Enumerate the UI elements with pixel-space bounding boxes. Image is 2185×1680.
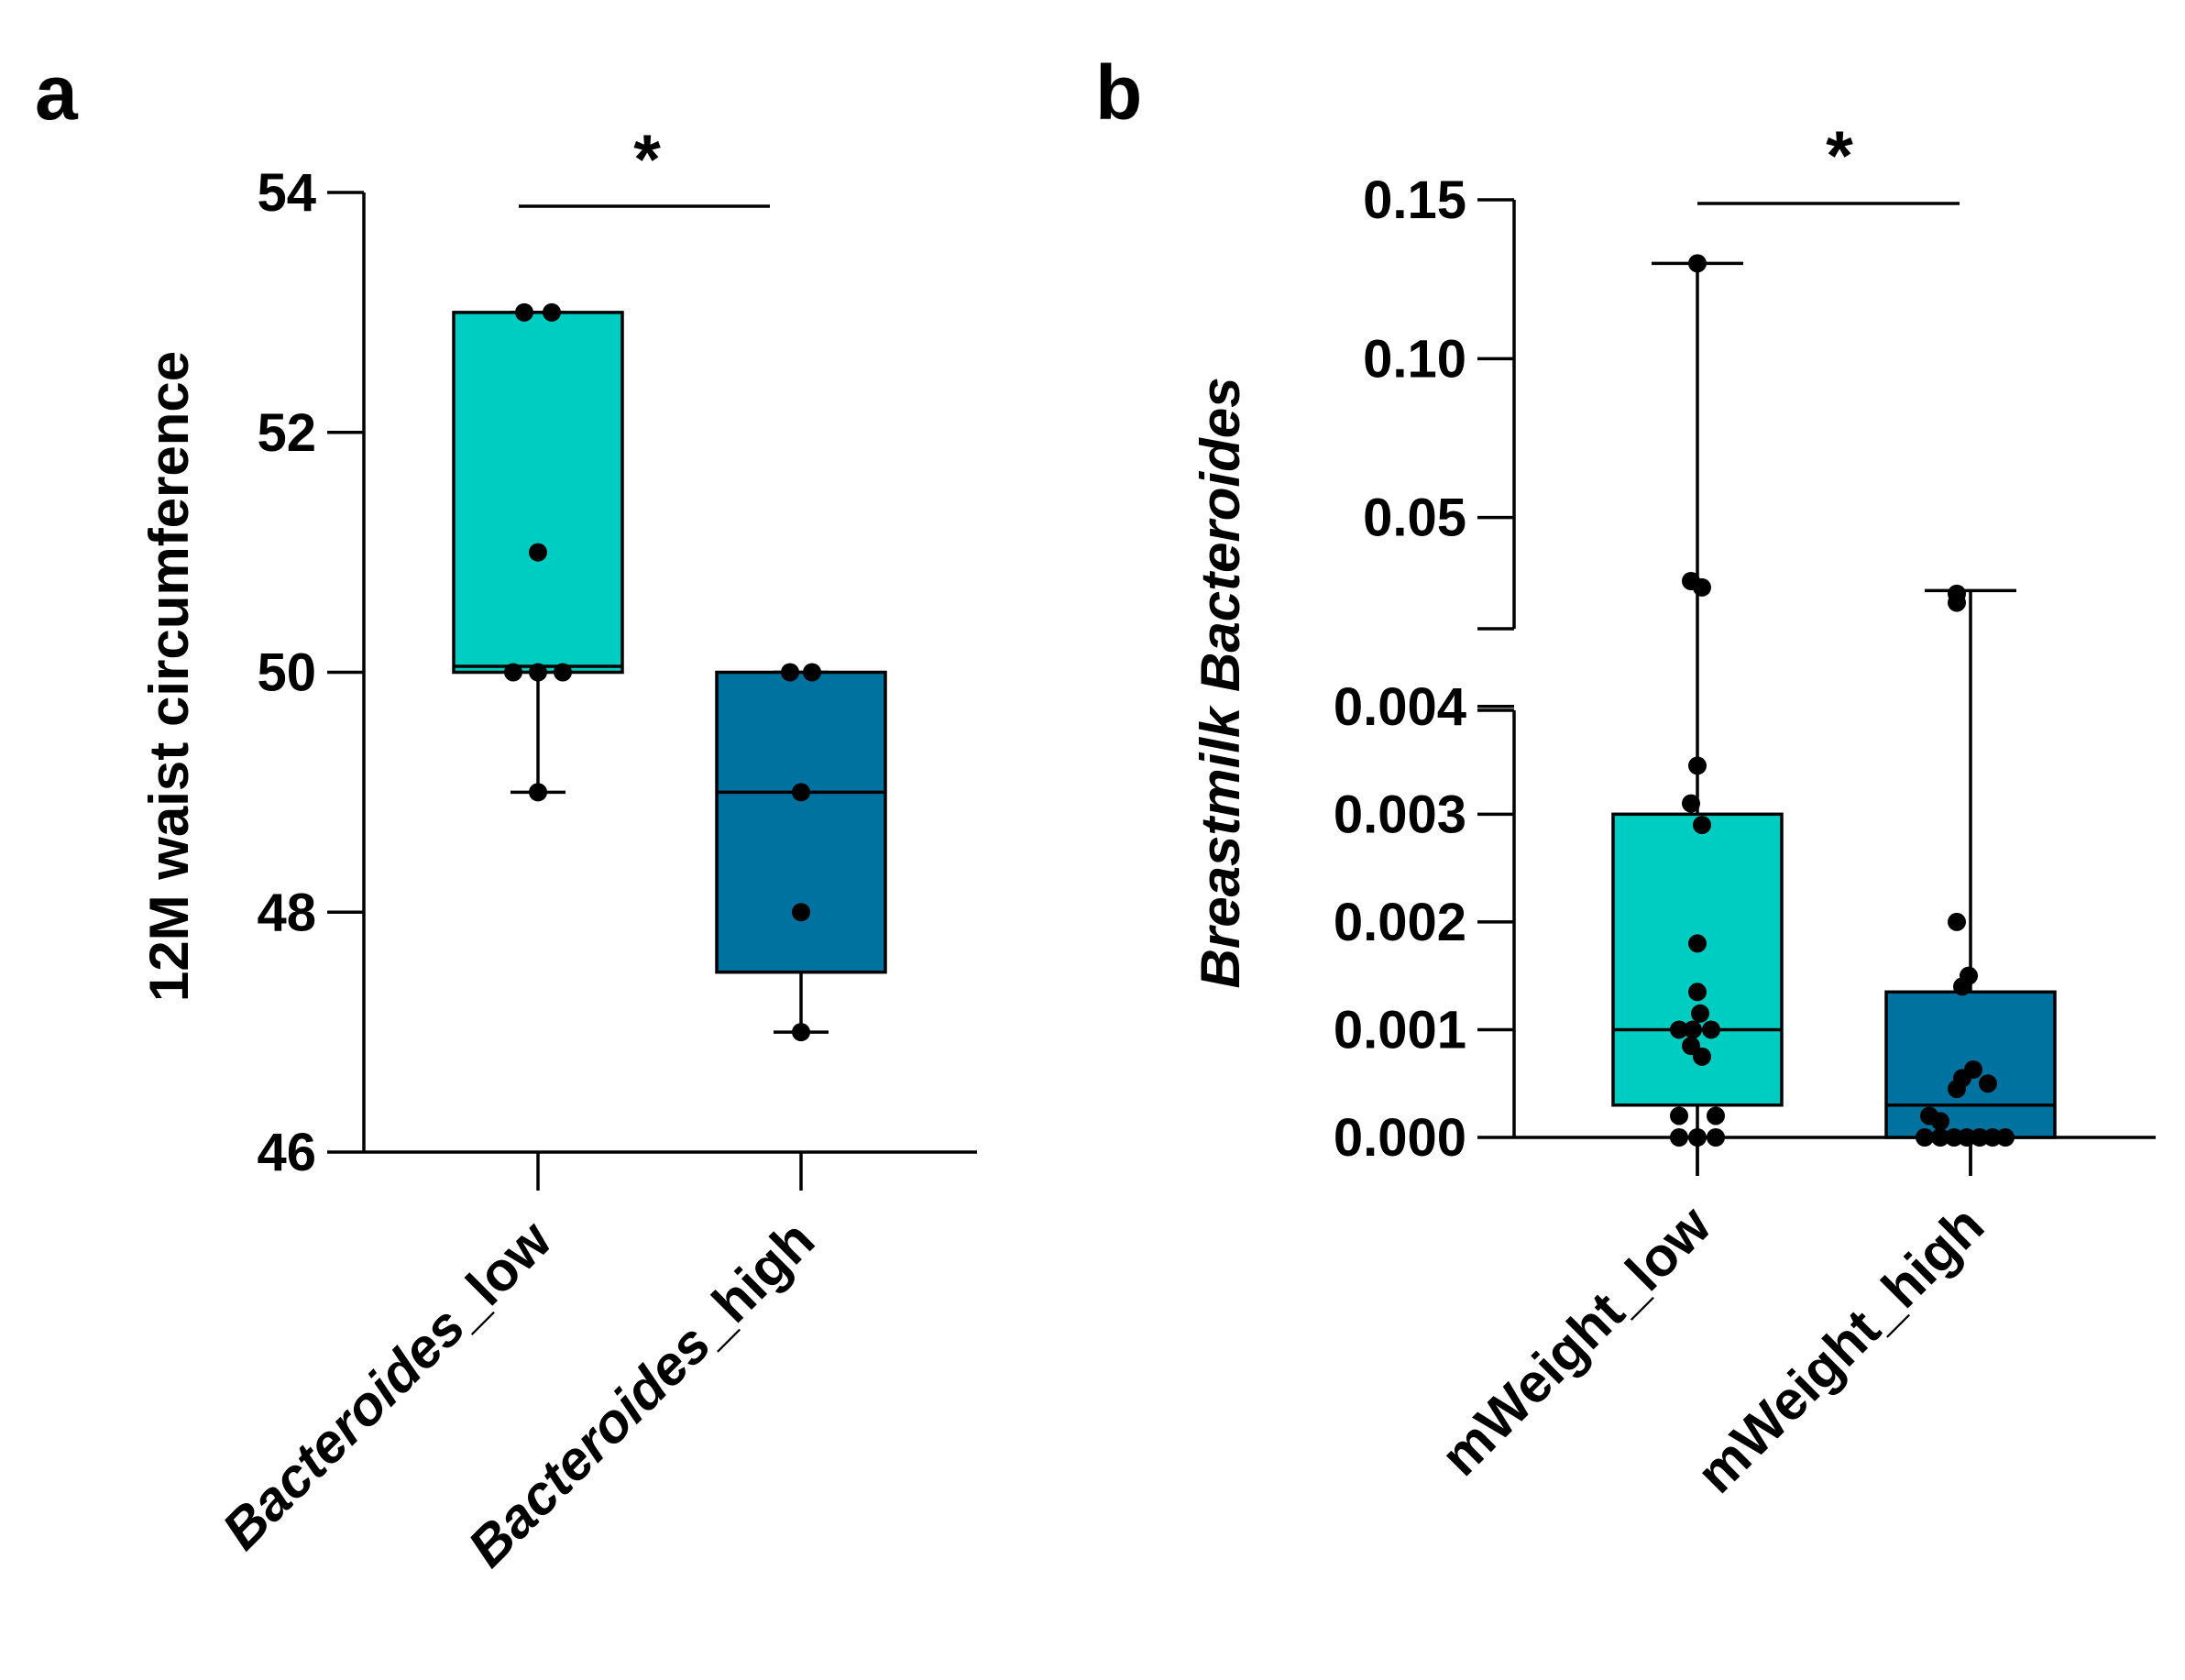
panel-a-data-point (781, 663, 799, 682)
panel-b-data-point (1688, 1128, 1707, 1147)
panel-b-boxes (1611, 261, 2057, 1176)
panel-a-box (452, 311, 624, 675)
panel-b-data-point (1693, 816, 1711, 835)
panel-b-data-point (1958, 1128, 1976, 1147)
panel-b-data-point (1948, 912, 1966, 931)
panel-a-data-point (803, 663, 821, 682)
panel-b-data-point (1707, 1128, 1725, 1147)
panel-a-data-point (792, 1023, 810, 1042)
panel-a-data-point (529, 783, 547, 802)
panel-b-data-point (1682, 794, 1700, 813)
panel-a-y-tick-label: 46 (257, 1123, 316, 1182)
panel-a-points (504, 302, 821, 1042)
panel-label-a: a (35, 49, 79, 136)
panel-b-data-point (1945, 1128, 1963, 1147)
panel-b-significance: * (1826, 117, 1853, 195)
panel-b-data-point (1670, 1106, 1688, 1125)
panel-a-boxes (452, 311, 887, 1034)
panel-b-y-tick-label: 0.001 (1334, 1000, 1466, 1060)
panel-a-data-point (554, 663, 572, 682)
panel-b-data-point (1996, 1128, 2015, 1147)
panel-b-data-point (1684, 1020, 1702, 1039)
panel-b-data-point (1948, 593, 1966, 612)
panel-a-data-point (792, 903, 810, 922)
panel-b-data-point (1931, 1128, 1949, 1147)
panel-a-y-tick-label: 50 (257, 643, 316, 703)
panel-b-y-tick-label: 0.004 (1334, 677, 1466, 737)
panel-b-data-point (1670, 1020, 1688, 1039)
panel-b-data-point (1953, 977, 1971, 996)
panel-b-y-axis-title: Breastmilk Bacteroides (1190, 378, 1251, 989)
panel-a-data-point (529, 543, 547, 562)
panel-label-b: b (1095, 49, 1142, 136)
panel-a-y-axis-title: 12M waist circumference (138, 351, 200, 1002)
chart-panel-b: 0.05 0.10 0.15 0.000 0.001 0.002 0.003 0.004 mWe… (1190, 117, 2156, 1505)
panel-b-data-point (1702, 1020, 1720, 1039)
panel-b-points (1670, 254, 2015, 1147)
panel-b-data-point (1691, 1004, 1709, 1023)
panel-a-y-tick-label: 48 (257, 883, 316, 942)
panel-a-data-point (529, 663, 547, 682)
panel-b-y-tick-label: 0.000 (1334, 1108, 1466, 1168)
panel-b-y-tick-label: 0.15 (1363, 170, 1466, 230)
panel-b-data-point (1693, 577, 1711, 597)
panel-b-data-point (1688, 756, 1707, 775)
panel-b-data-point (1688, 934, 1707, 953)
panel-b-data-point (1916, 1128, 1934, 1147)
panel-b-data-point (1979, 1074, 1997, 1093)
panel-a-data-point (543, 302, 561, 322)
panel-a-data-point (504, 663, 522, 682)
panel-b-data-point (1693, 1047, 1711, 1066)
panel-b-data-point (1707, 1106, 1725, 1125)
panel-b-data-point (1688, 254, 1707, 273)
panel-b-data-point (1948, 1080, 1966, 1099)
panel-b-data-point (1670, 1128, 1688, 1147)
panel-b-y-tick-label: 0.003 (1334, 785, 1466, 844)
panel-a-significance: * (633, 121, 661, 199)
panel-b-y-tick-label: 0.05 (1363, 489, 1466, 548)
panel-b-data-point (1688, 983, 1707, 1002)
panel-b-category-label: mWeight_high (1685, 1194, 1995, 1505)
panel-a-data-point (792, 783, 810, 802)
panel-b-data-point (1983, 1128, 2002, 1147)
panel-b-y-tick-label: 0.10 (1363, 329, 1466, 389)
panel-b-y-tick-label: 0.002 (1334, 893, 1466, 952)
panel-a-y-tick-label: 52 (257, 403, 316, 463)
panel-b-data-point (1971, 1128, 1989, 1147)
panel-b-data-point (1931, 1112, 1949, 1131)
panel-a-box (715, 670, 887, 974)
panel-a-data-point (515, 302, 533, 322)
panel-b-category-label: mWeight_low (1429, 1194, 1722, 1488)
panel-a-y-tick-label: 54 (257, 163, 316, 223)
chart-panel-a: 4648505254Bacteroides_lowBacteroides_hig… (138, 121, 977, 1578)
